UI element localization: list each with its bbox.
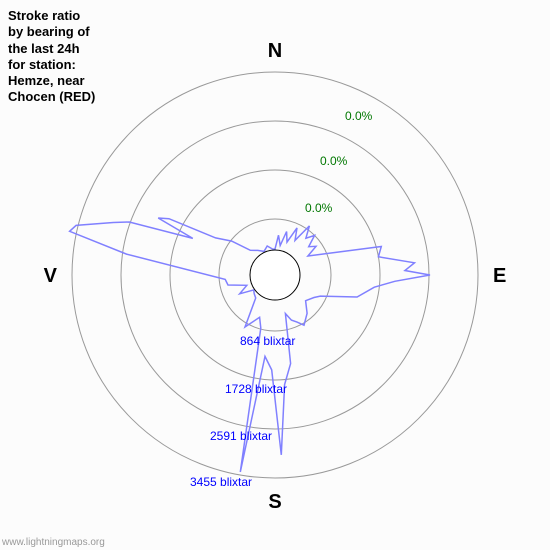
ring-count-label: 864 blixtar (240, 334, 295, 348)
chart-title: Stroke ratio by bearing of the last 24h … (8, 8, 95, 106)
ring-percent-label: 0.0% (320, 154, 348, 168)
title-line: Stroke ratio (8, 8, 95, 24)
ring-count-label: 1728 blixtar (225, 382, 287, 396)
title-line: the last 24h (8, 41, 95, 57)
ring-percent-label: 0.0% (345, 109, 373, 123)
center-circle (250, 250, 300, 300)
cardinal-S: S (268, 491, 281, 513)
ring-percent-label: 0.0% (305, 201, 333, 215)
footer-attribution: www.lightningmaps.org (2, 537, 105, 548)
cardinal-E: E (493, 265, 506, 287)
cardinal-N: N (268, 40, 282, 62)
ring-count-label: 3455 blixtar (190, 475, 252, 489)
title-line: Hemze, near (8, 73, 95, 89)
title-line: Chocen (RED) (8, 89, 95, 105)
title-line: for station: (8, 57, 95, 73)
title-line: by bearing of (8, 24, 95, 40)
cardinal-W: V (44, 265, 58, 287)
ring-count-label: 2591 blixtar (210, 429, 272, 443)
